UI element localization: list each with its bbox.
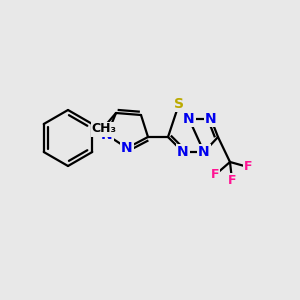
Text: N: N xyxy=(205,112,217,126)
Text: CH₃: CH₃ xyxy=(92,122,116,136)
Text: N: N xyxy=(183,112,195,126)
Text: N: N xyxy=(198,145,210,159)
Text: N: N xyxy=(177,145,189,159)
Text: N: N xyxy=(101,128,113,142)
Text: F: F xyxy=(244,160,252,173)
Text: F: F xyxy=(211,169,219,182)
Text: F: F xyxy=(228,173,236,187)
Text: N: N xyxy=(121,141,133,155)
Text: S: S xyxy=(174,97,184,111)
